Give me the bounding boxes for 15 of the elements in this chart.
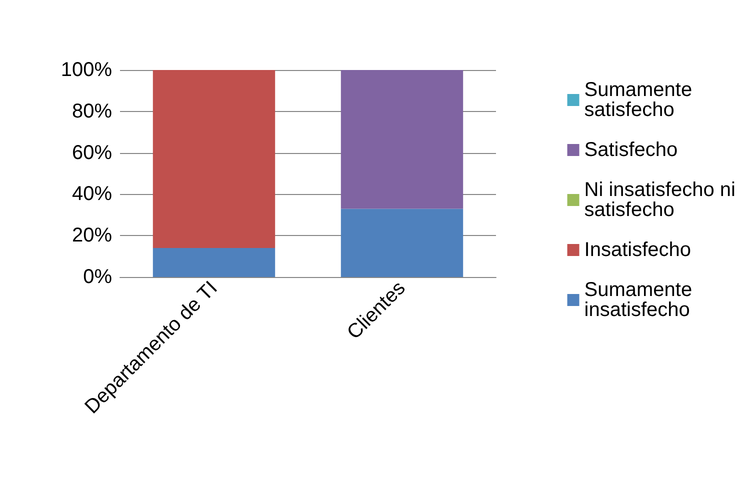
legend-label: Ni insatisfecho ni satisfecho <box>584 179 742 221</box>
bar <box>340 208 464 277</box>
legend-label: Sumamente insatisfecho <box>584 279 698 321</box>
bar <box>152 248 276 277</box>
legend-label: Satisfecho <box>584 139 678 161</box>
legend-label: Sumamente satisfecho <box>584 79 698 121</box>
y-tick-label: 60% <box>72 142 112 164</box>
y-tick-label: 20% <box>72 224 112 247</box>
y-tick-label: 0% <box>83 266 112 288</box>
bar <box>152 70 276 248</box>
legend-label: Insatisfecho <box>584 239 691 261</box>
y-tick-label: 40% <box>72 183 112 206</box>
y-tick-label: 80% <box>72 100 112 122</box>
y-tick-label: 100% <box>60 59 112 81</box>
bar <box>340 70 464 209</box>
